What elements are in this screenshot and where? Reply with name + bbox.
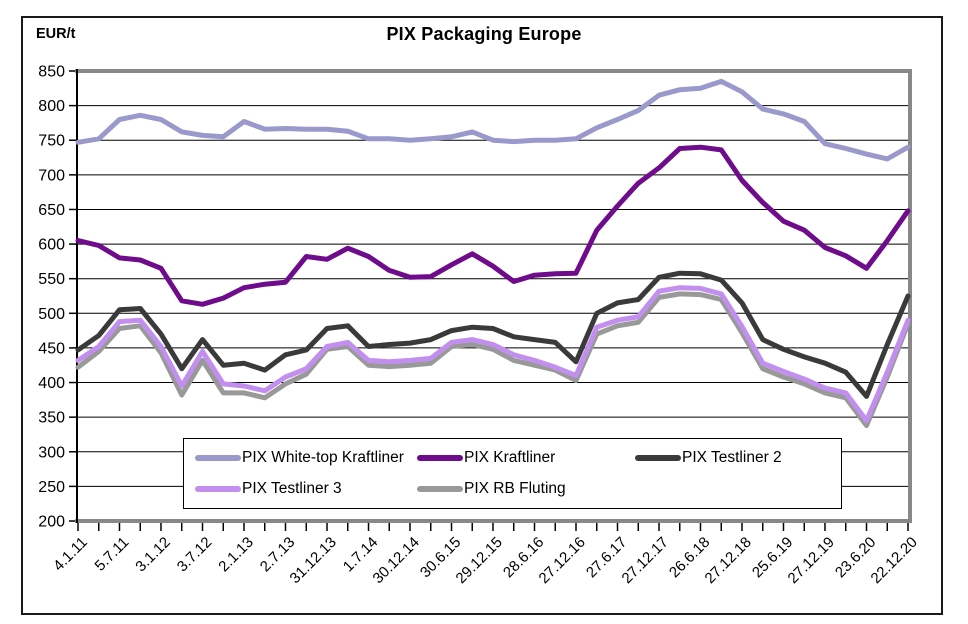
series-line-pix-rb-fluting (75, 291, 911, 428)
y-tick-label-850: 850 (38, 64, 65, 81)
legend-swatch (195, 486, 241, 493)
legend-swatch (417, 454, 463, 461)
y-tick-label-350: 350 (38, 410, 65, 427)
legend-item-pix-testliner-3: PIX Testliner 3 (195, 476, 417, 502)
chart-title: PIX Packaging Europe (386, 24, 582, 44)
legend-label: PIX Testliner 2 (682, 448, 782, 466)
legend-label: PIX White-top Kraftliner (242, 448, 404, 466)
y-axis-unit-label: EUR/t (36, 26, 76, 42)
y-tick-label-800: 800 (38, 98, 65, 115)
y-tick-label-600: 600 (38, 237, 65, 254)
legend-label: PIX Kraftliner (464, 448, 556, 466)
x-tick-label-27.12.16: 27.12.16 (536, 534, 589, 587)
x-tick-label-2.1.13: 2.1.13 (215, 534, 257, 576)
series-line-pix-testliner-2 (75, 270, 911, 399)
legend-label: PIX Testliner 3 (242, 480, 342, 498)
x-tick-label-3.7.12: 3.7.12 (174, 534, 216, 576)
x-tick-label-22.12.20: 22.12.20 (868, 534, 921, 587)
legend-item-pix-rb-fluting: PIX RB Fluting (417, 476, 635, 502)
x-tick-label-5.7.11: 5.7.11 (92, 534, 133, 575)
y-tick-label-400: 400 (38, 375, 65, 392)
series-line-pix-white-top-kraftliner (75, 78, 911, 162)
y-tick-label-700: 700 (38, 167, 65, 184)
series-line-pix-kraftliner (75, 144, 911, 307)
legend-item-pix-white-top-kraftliner: PIX White-top Kraftliner (195, 445, 417, 471)
x-tick-label-27.12.18: 27.12.18 (702, 534, 755, 587)
chart-legend: PIX White-top Kraftliner PIX Kraftliner PI… (183, 438, 842, 509)
y-tick-label-300: 300 (38, 444, 65, 461)
x-tick-label-4.1.11: 4.1.11 (50, 534, 91, 575)
legend-swatch (417, 486, 463, 493)
x-tick-label-27.12.17: 27.12.17 (619, 534, 672, 587)
legend-label: PIX RB Fluting (464, 480, 566, 498)
x-tick-label-27.12.19: 27.12.19 (785, 534, 838, 587)
y-tick-label-500: 500 (38, 306, 65, 323)
x-tick-label-31.12.13: 31.12.13 (287, 534, 340, 587)
series-lines (75, 78, 911, 428)
x-tick-label-3.1.12: 3.1.12 (132, 534, 174, 576)
y-tick-label-250: 250 (38, 479, 65, 496)
legend-swatch (195, 454, 241, 461)
x-tick-label-30.12.14: 30.12.14 (370, 534, 423, 587)
legend-swatch (635, 454, 681, 461)
y-tick-label-750: 750 (38, 133, 65, 150)
x-tick-label-29.12.15: 29.12.15 (453, 534, 506, 587)
legend-item-pix-kraftliner: PIX Kraftliner (417, 445, 635, 471)
legend-item-pix-testliner-2: PIX Testliner 2 (635, 445, 841, 471)
y-tick-label-550: 550 (38, 271, 65, 288)
y-tick-label-450: 450 (38, 340, 65, 357)
y-tick-label-200: 200 (38, 514, 65, 531)
y-tick-label-650: 650 (38, 202, 65, 219)
series-line-pix-testliner-3 (75, 285, 911, 424)
